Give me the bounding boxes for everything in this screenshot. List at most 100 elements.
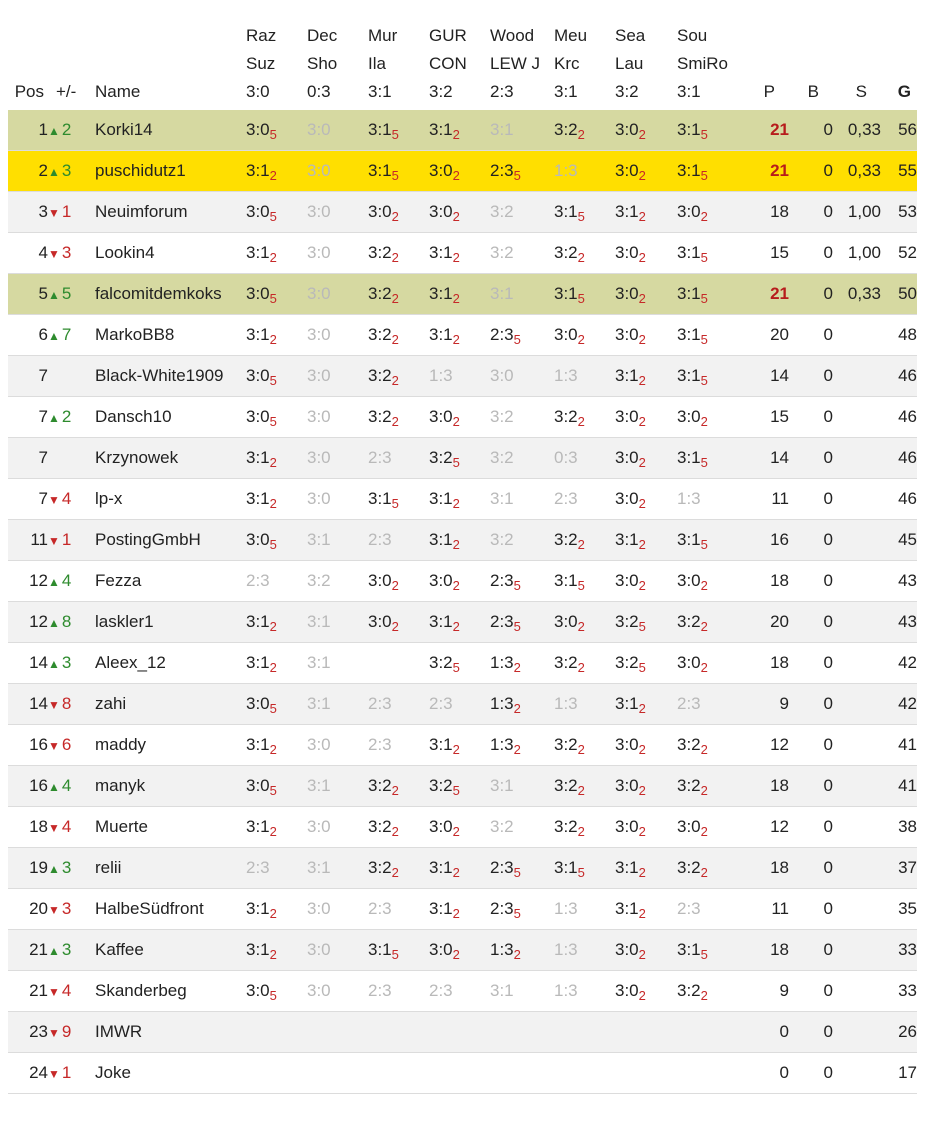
player-name[interactable]: Kaffee <box>95 929 246 971</box>
tip-cell: 3:25 <box>429 765 490 807</box>
tip-score: 3:02 <box>615 940 646 961</box>
table-row[interactable]: 5 ▲ 5 falcomitdemkoks 3:05 3:0 3:22 3:12 3:1 3:15… <box>8 273 917 315</box>
table-row[interactable]: 16 ▼ 6 maddy 3:12 3:0 2:3 3:12 1:32 3:22 3:02 3:22 1… <box>8 724 917 766</box>
header-match-line: Meu <box>554 26 588 45</box>
table-row[interactable]: 23 ▼ 9 IMWR 0 0 26 <box>8 1011 917 1053</box>
player-name[interactable]: Korki14 <box>95 110 246 151</box>
bonus-cell: 0 <box>789 970 833 1012</box>
change-value: 3 <box>61 653 72 672</box>
tip-cell: 3:02 <box>615 724 677 766</box>
tip-cell: 2:35 <box>490 150 554 192</box>
player-name[interactable]: lp-x <box>95 478 246 520</box>
header-points[interactable]: P <box>763 82 775 101</box>
player-name[interactable]: Muerte <box>95 806 246 848</box>
header-s[interactable]: S <box>855 82 867 101</box>
header-match-6[interactable]: Meu Krc 3:1 <box>554 22 615 110</box>
player-name[interactable]: Joke <box>95 1052 246 1094</box>
table-row[interactable]: 14 ▲ 3 Aleex_12 3:12 3:1 3:25 1:32 3:22 3:25 3:02 1… <box>8 642 917 684</box>
tip-score: 3:12 <box>429 530 460 551</box>
tip-score: 3:1 <box>307 612 331 631</box>
player-name[interactable]: relii <box>95 847 246 889</box>
player-name[interactable]: HalbeSüdfront <box>95 888 246 930</box>
player-name[interactable]: Neuimforum <box>95 191 246 233</box>
table-row[interactable]: 7 ▼ 4 lp-x 3:12 3:0 3:15 3:12 3:1 2:3 3:02 1:3 11 0 46 <box>8 478 917 520</box>
header-match-5[interactable]: Wood LEW J 2:3 <box>490 22 554 110</box>
tip-value: 3:1 <box>677 366 701 385</box>
s-cell <box>833 396 881 438</box>
triangle-up-icon: ▲ <box>48 288 60 302</box>
tip-score: 1:3 <box>554 694 578 713</box>
tip-cell: 3:02 <box>429 560 490 602</box>
table-row[interactable]: 7 Black-White1909 3:05 3:0 3:22 1:3 3:0 1:3 3:12… <box>8 355 917 397</box>
player-name[interactable]: manyk <box>95 765 246 807</box>
header-pos[interactable]: Pos <box>14 82 44 101</box>
player-name[interactable]: puschidutz1 <box>95 150 246 192</box>
table-row[interactable]: 16 ▲ 4 manyk 3:05 3:1 3:22 3:25 3:1 3:22 3:02 3:22 1… <box>8 765 917 807</box>
table-row[interactable]: 4 ▼ 3 Lookin4 3:12 3:0 3:22 3:12 3:2 3:22 3:02 3:15… <box>8 232 917 274</box>
table-row[interactable]: 1 ▲ 2 Korki14 3:05 3:0 3:15 3:12 3:1 3:22 3:02 3:15… <box>8 110 917 151</box>
header-name[interactable]: Name <box>95 82 141 101</box>
header-bonus[interactable]: B <box>807 82 819 101</box>
header-match-7[interactable]: Sea Lau 3:2 <box>615 22 677 110</box>
player-name[interactable]: Dansch10 <box>95 396 246 438</box>
tip-score: 3:0 <box>307 407 331 426</box>
tip-value: 3:1 <box>554 284 578 303</box>
player-name[interactable]: laskler1 <box>95 601 246 643</box>
player-name[interactable]: MarkoBB8 <box>95 314 246 356</box>
tip-value: 1:3 <box>490 653 514 672</box>
table-row[interactable]: 11 ▼ 1 PostingGmbH 3:05 3:1 2:3 3:12 3:2 3:22 3:12… <box>8 519 917 561</box>
tip-score: 3:15 <box>368 940 399 961</box>
position-cell: 21 <box>8 929 48 971</box>
tip-value: 3:0 <box>246 284 270 303</box>
table-row[interactable]: 21 ▼ 4 Skanderbeg 3:05 3:0 2:3 2:3 3:1 1:3 3:02 3:2… <box>8 970 917 1012</box>
table-row[interactable]: 19 ▲ 3 relii 2:3 3:1 3:22 3:12 2:35 3:15 3:12 3:22 1… <box>8 847 917 889</box>
tip-value: 3:1 <box>677 120 701 139</box>
tip-points: 2 <box>452 496 460 511</box>
table-row[interactable]: 21 ▲ 3 Kaffee 3:12 3:0 3:15 3:02 1:32 1:3 3:02 3:15… <box>8 929 917 971</box>
header-match-4[interactable]: GUR CON 3:2 <box>429 22 490 110</box>
tip-score: 3:15 <box>368 161 399 182</box>
player-name[interactable]: Fezza <box>95 560 246 602</box>
tip-value: 3:1 <box>677 325 701 344</box>
tip-cell: 3:1 <box>307 519 368 561</box>
change-value: 3 <box>61 161 72 180</box>
header-match-3[interactable]: Mur Ila 3:1 <box>368 22 429 110</box>
table-row[interactable]: 7 ▲ 2 Dansch10 3:05 3:0 3:22 3:02 3:2 3:22 3:02 3:0… <box>8 396 917 438</box>
header-match-8[interactable]: Sou SmiRo 3:1 <box>677 22 743 110</box>
g-cell: 46 <box>881 437 917 479</box>
header-match-1[interactable]: Raz Suz 3:0 <box>246 22 307 110</box>
tip-value: 3:1 <box>246 653 270 672</box>
tip-cell: 3:22 <box>554 232 615 274</box>
s-cell <box>833 765 881 807</box>
table-row[interactable]: 7 Krzynowek 3:12 3:0 2:3 3:25 3:2 0:3 3:02 3:15 14… <box>8 437 917 479</box>
player-name[interactable]: Lookin4 <box>95 232 246 274</box>
table-row[interactable]: 6 ▲ 7 MarkoBB8 3:12 3:0 3:22 3:12 2:35 3:02 3:02 3:… <box>8 314 917 356</box>
player-name[interactable]: Krzynowek <box>95 437 246 479</box>
header-change[interactable]: +/- <box>56 82 77 101</box>
player-name[interactable]: maddy <box>95 724 246 766</box>
change-value: 8 <box>61 612 72 631</box>
player-name[interactable]: PostingGmbH <box>95 519 246 561</box>
points-cell: 21 <box>743 150 789 192</box>
table-row[interactable]: 14 ▼ 8 zahi 3:05 3:1 2:3 2:3 1:32 1:3 3:12 2:3 9 0 42 <box>8 683 917 725</box>
player-name[interactable]: IMWR <box>95 1011 246 1053</box>
player-name[interactable]: Aleex_12 <box>95 642 246 684</box>
s-cell <box>833 1011 881 1053</box>
table-row[interactable]: 12 ▲ 4 Fezza 2:3 3:2 3:02 3:02 2:35 3:15 3:02 3:02 1… <box>8 560 917 602</box>
table-row[interactable]: 20 ▼ 3 HalbeSüdfront 3:12 3:0 2:3 3:12 2:35 1:3 3:… <box>8 888 917 930</box>
tip-cell: 3:12 <box>429 724 490 766</box>
header-match-2[interactable]: Dec Sho 0:3 <box>307 22 368 110</box>
table-row[interactable]: 18 ▼ 4 Muerte 3:12 3:0 3:22 3:02 3:2 3:22 3:02 3:02… <box>8 806 917 848</box>
player-name[interactable]: Skanderbeg <box>95 970 246 1012</box>
table-row[interactable]: 12 ▲ 8 laskler1 3:12 3:1 3:02 3:12 2:35 3:02 3:25 3… <box>8 601 917 643</box>
player-name[interactable]: falcomitdemkoks <box>95 273 246 315</box>
header-g[interactable]: G <box>897 82 911 101</box>
player-name[interactable]: zahi <box>95 683 246 725</box>
table-row[interactable]: 2 ▲ 3 puschidutz1 3:12 3:0 3:15 3:02 2:35 1:3 3:02… <box>8 150 917 192</box>
tip-value: 0:3 <box>554 448 578 467</box>
tip-score: 1:32 <box>490 940 521 961</box>
table-row[interactable]: 24 ▼ 1 Joke 0 0 17 <box>8 1052 917 1094</box>
table-row[interactable]: 3 ▼ 1 Neuimforum 3:05 3:0 3:02 3:02 3:2 3:15 3:12 3… <box>8 191 917 233</box>
player-name[interactable]: Black-White1909 <box>95 355 246 397</box>
tip-score: 0:3 <box>554 448 578 467</box>
